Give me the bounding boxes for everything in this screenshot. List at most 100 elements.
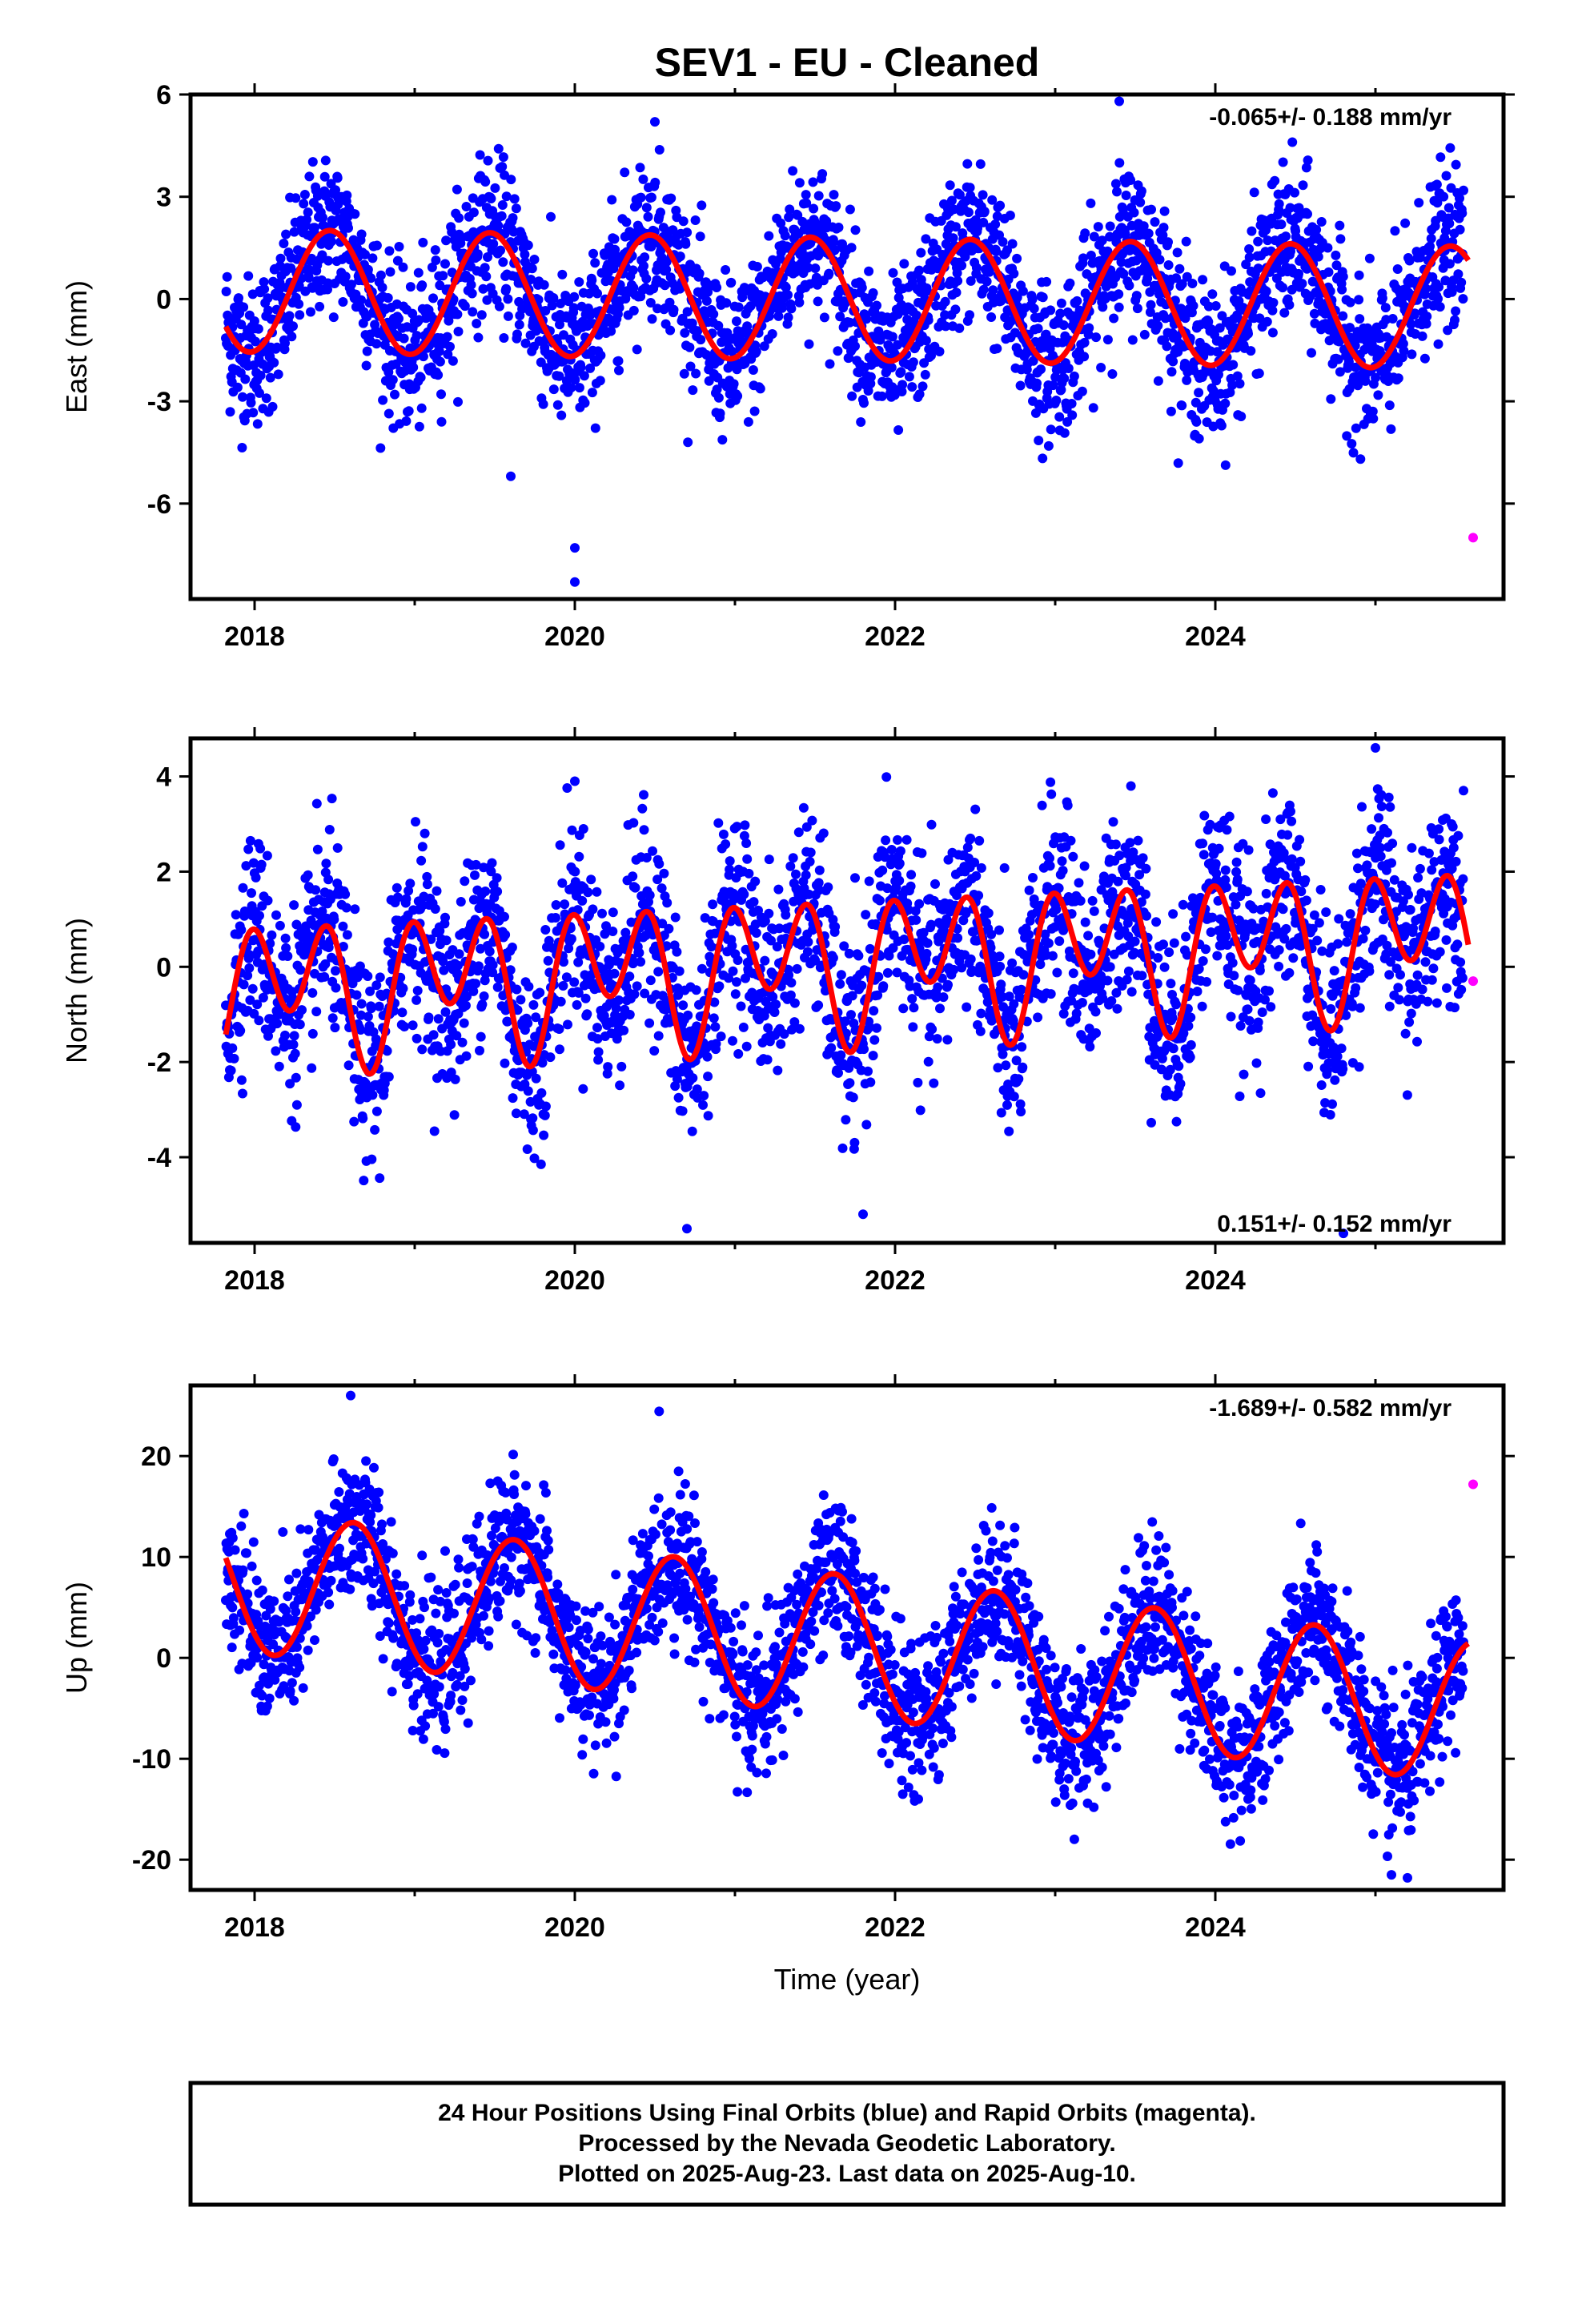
final-orbit-point [898,1003,909,1014]
final-orbit-point [221,287,231,296]
final-orbit-point [938,992,949,1003]
final-orbit-point [1030,408,1041,418]
final-orbit-point [1410,308,1420,319]
final-orbit-point [450,1074,460,1084]
final-orbit-point [923,315,934,325]
final-orbit-point [366,273,376,283]
final-orbit-point [1194,433,1204,444]
final-orbit-point [1058,866,1068,876]
final-orbit-point [536,1159,546,1169]
final-orbit-point [236,320,247,330]
final-orbit-point [673,1092,684,1103]
final-orbit-point [865,1077,876,1088]
final-orbit-point [1421,283,1431,294]
final-orbit-point [1075,895,1086,906]
final-orbit-point [1386,424,1396,434]
final-orbit-point [607,195,617,205]
final-orbit-point [434,346,444,356]
final-orbit-point [990,219,1001,230]
final-orbit-point [1364,253,1375,263]
final-orbit-point [332,842,343,853]
final-orbit-point [926,819,937,830]
final-orbit-point [1018,1062,1028,1072]
final-orbit-point [348,235,359,245]
final-orbit-point [1065,278,1075,288]
final-orbit-point [1105,221,1115,231]
final-orbit-point [991,247,1002,256]
final-orbit-point [1182,375,1192,385]
final-orbit-point [738,1022,749,1032]
final-orbit-point [733,955,743,965]
final-orbit-point [1118,269,1129,279]
final-orbit-point [702,1051,713,1062]
final-orbit-point [1048,380,1058,391]
final-orbit-point [363,1011,373,1022]
final-orbit-point [957,260,967,271]
final-orbit-point [648,846,657,856]
final-orbit-point [307,157,318,167]
final-orbit-point [1096,363,1106,372]
final-orbit-point [739,889,749,899]
final-orbit-point [688,1073,698,1084]
final-orbit-point [1172,247,1182,258]
final-orbit-point [1244,244,1255,254]
final-orbit-point [709,1013,719,1023]
final-orbit-point [768,991,778,1002]
final-orbit-point [845,204,855,215]
final-orbit-point [440,912,450,923]
final-orbit-point [1380,303,1391,313]
final-orbit-point [624,971,635,982]
final-orbit-point [531,1012,541,1023]
final-orbit-point [1351,423,1361,433]
final-orbit-point [1297,279,1307,289]
final-orbit-point [1303,155,1313,166]
final-orbit-point [1046,305,1056,316]
final-orbit-point [1154,255,1165,265]
final-orbit-point [356,229,367,239]
final-orbit-point [1002,1100,1012,1110]
final-orbit-point [494,301,504,312]
final-orbit-point [321,858,331,869]
final-orbit-point [1074,878,1084,888]
final-orbit-point [468,307,478,317]
final-orbit-point [1108,817,1118,827]
final-orbit-point [1174,263,1185,274]
final-orbit-point [452,184,462,195]
final-orbit-point [1135,197,1146,207]
final-orbit-point [327,794,337,804]
final-orbit-point [632,981,642,991]
final-orbit-point [680,328,690,338]
final-orbit-point [998,237,1008,247]
final-orbit-point [505,965,516,975]
final-orbit-point [562,783,572,793]
final-orbit-point [478,283,488,294]
final-orbit-point [1005,211,1015,220]
final-orbit-point [695,231,705,242]
final-orbit-point [840,298,850,308]
final-orbit-point [531,326,541,336]
final-orbit-point [307,1028,318,1039]
final-orbit-point [1028,873,1038,883]
final-orbit-point [730,989,741,999]
final-orbit-point [317,250,327,260]
final-orbit-point [289,900,299,911]
final-orbit-point [1012,292,1022,303]
final-orbit-point [930,879,940,889]
final-orbit-point [238,1088,247,1099]
final-orbit-point [654,858,665,869]
final-orbit-point [732,316,741,327]
final-orbit-point [864,266,874,276]
final-orbit-point [813,878,824,888]
final-orbit-point [323,255,334,266]
final-orbit-point [522,1144,532,1154]
final-orbit-point [1246,346,1256,356]
final-orbit-point [356,999,367,1009]
final-orbit-point [1062,416,1073,427]
final-orbit-point [759,341,769,352]
final-orbit-point [570,866,580,877]
final-orbit-point [229,1053,239,1063]
final-orbit-point [367,253,378,263]
final-orbit-point [819,312,829,323]
final-orbit-point [222,271,232,282]
final-orbit-point [358,1113,368,1124]
